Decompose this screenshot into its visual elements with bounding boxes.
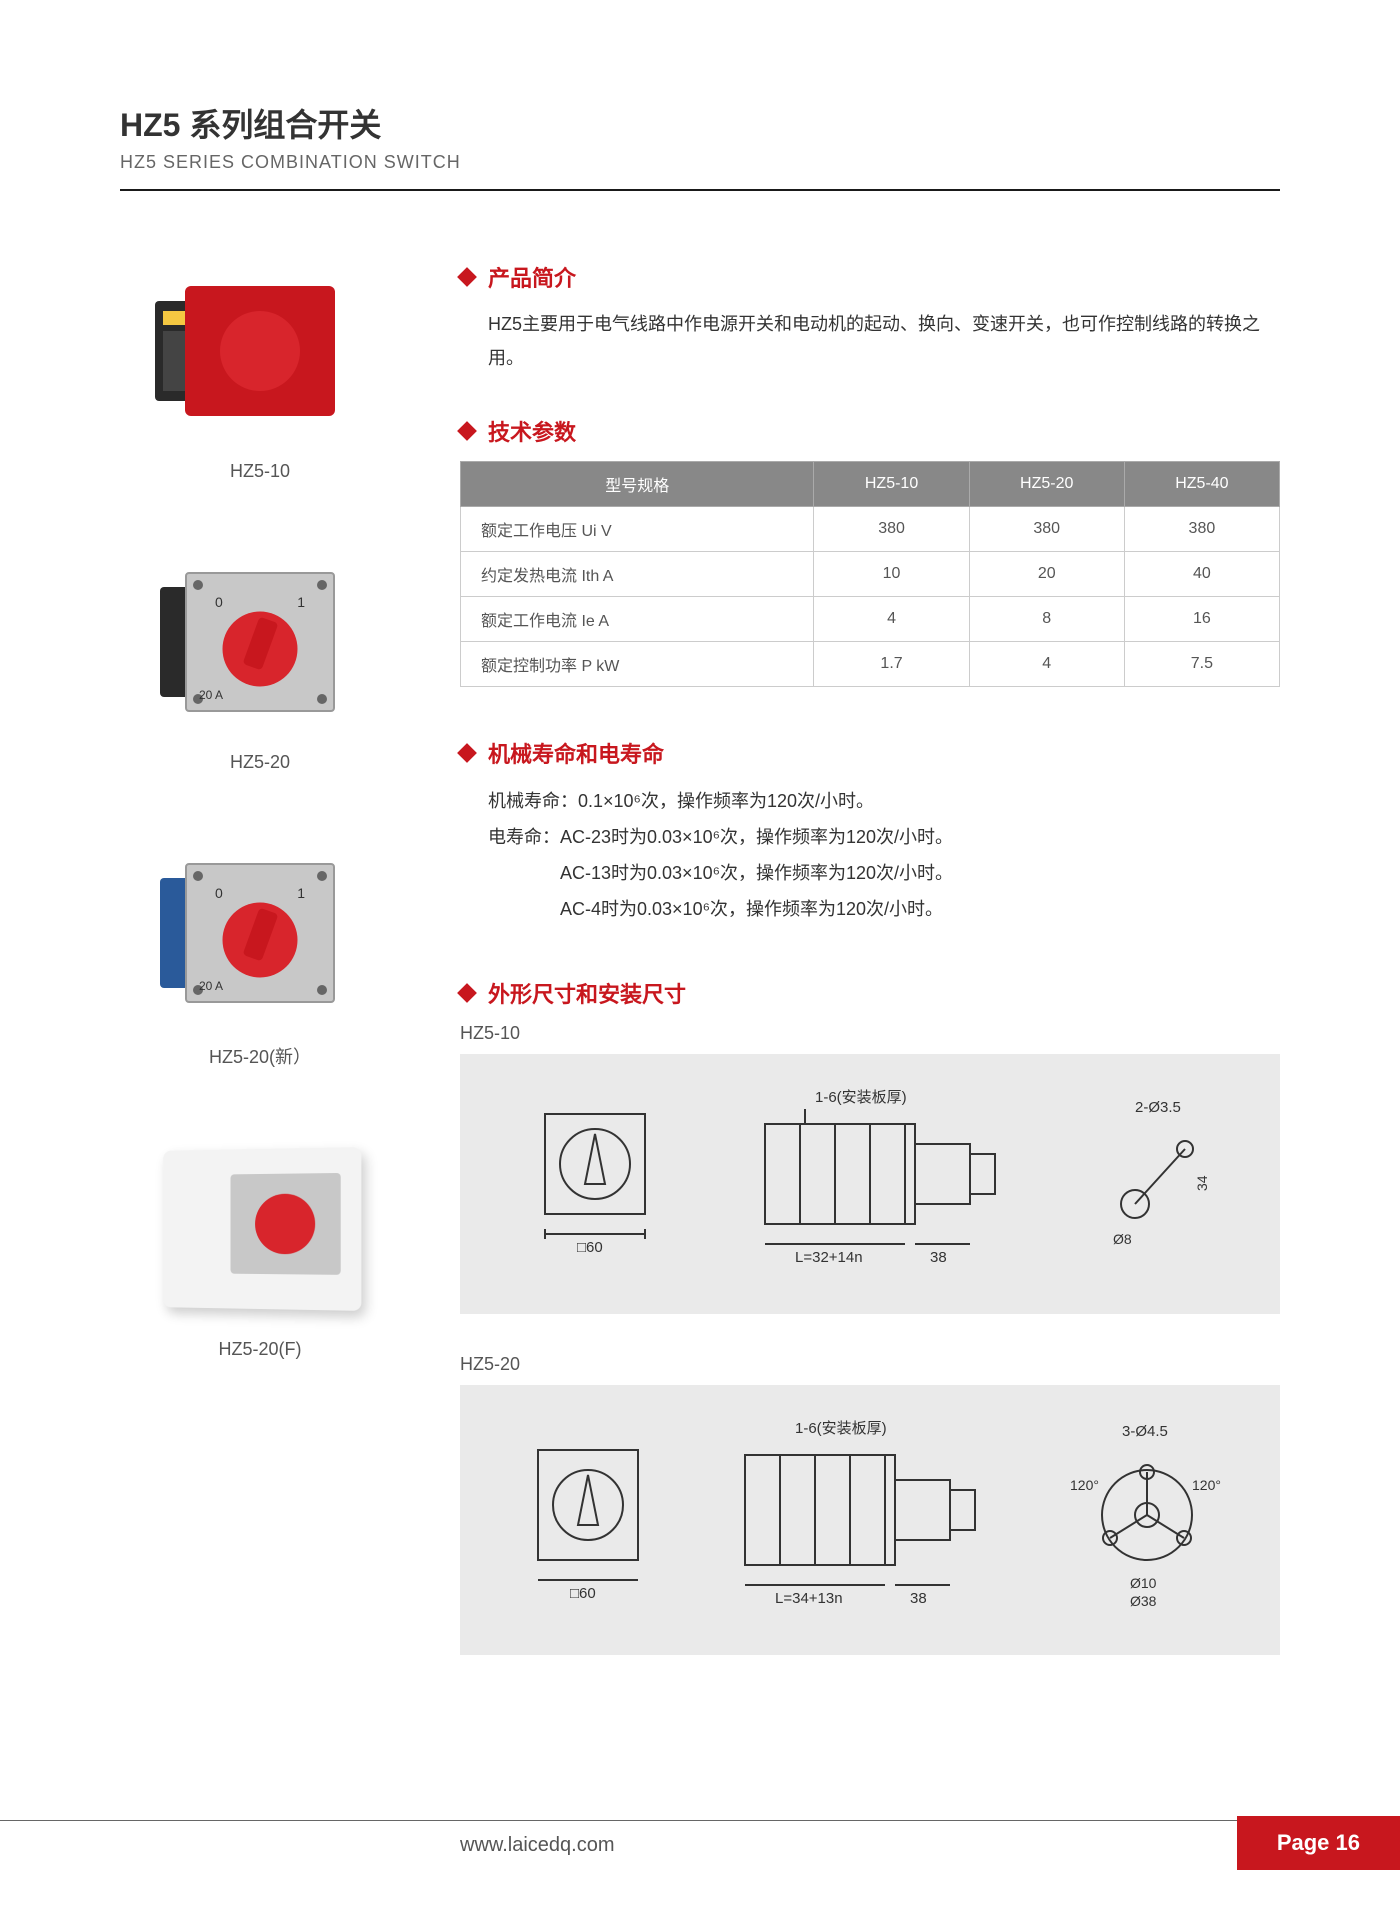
life-line: AC-13时为0.03×10⁶次，操作频率为120次/小时。	[560, 855, 1280, 891]
section-title: 外形尺寸和安装尺寸	[488, 977, 686, 1009]
table-row: 额定工作电压 Ui V 380 380 380	[461, 507, 1280, 552]
product-hz5-10: HZ5-10	[120, 261, 400, 482]
section-title: 产品简介	[488, 261, 576, 293]
svg-text:□60: □60	[570, 1585, 596, 1602]
svg-text:L=32+14n: L=32+14n	[795, 1249, 863, 1266]
svg-text:Ø8: Ø8	[1113, 1231, 1132, 1247]
content-area: HZ5-10 01 20 A HZ5-20	[120, 261, 1280, 1695]
side-view-icon: 1-6(安装板厚) L=32+14n 38	[745, 1084, 1025, 1284]
svg-text:120°: 120°	[1192, 1477, 1221, 1493]
svg-text:L=34+13n: L=34+13n	[775, 1590, 843, 1607]
section-head-dims: 外形尺寸和安装尺寸	[460, 977, 1280, 1009]
product-hz5-20-f: HZ5-20(F)	[120, 1139, 400, 1360]
product-column: HZ5-10 01 20 A HZ5-20	[120, 261, 400, 1695]
svg-text:1-6(安装板厚): 1-6(安装板厚)	[795, 1419, 887, 1437]
svg-text:38: 38	[910, 1590, 927, 1607]
svg-text:1-6(安装板厚): 1-6(安装板厚)	[815, 1088, 907, 1106]
title-en: HZ5 SERIES COMBINATION SWITCH	[120, 152, 1280, 173]
product-image	[160, 261, 360, 441]
svg-text:34: 34	[1194, 1176, 1210, 1192]
front-view-icon: □60	[515, 1094, 675, 1274]
page-number: Page 16	[1237, 1816, 1400, 1870]
svg-text:2-Ø3.5: 2-Ø3.5	[1135, 1099, 1181, 1116]
product-label: HZ5-20(新）	[120, 1043, 400, 1069]
diagram-hz5-20: □60 1-6(安装板厚) L=34+13n 38	[460, 1385, 1280, 1655]
svg-text:3-Ø4.5: 3-Ø4.5	[1122, 1423, 1168, 1440]
svg-text:120°: 120°	[1070, 1477, 1099, 1493]
product-label: HZ5-20(F)	[120, 1339, 400, 1360]
product-image: 01 20 A	[160, 552, 360, 732]
diamond-icon	[457, 983, 477, 1003]
th: HZ5-40	[1124, 462, 1279, 507]
catalog-page: HZ5 系列组合开关 HZ5 SERIES COMBINATION SWITCH…	[0, 0, 1400, 1920]
intro-text: HZ5主要用于电气线路中作电源开关和电动机的起动、换向、变速开关，也可作控制线路…	[488, 307, 1280, 375]
footer-url: www.laicedq.com	[460, 1834, 615, 1857]
life-line: 机械寿命：0.1×10⁶次，操作频率为120次/小时。	[488, 783, 1280, 819]
diagram-label: HZ5-10	[460, 1023, 1280, 1044]
diamond-icon	[457, 421, 477, 441]
product-label: HZ5-20	[120, 752, 400, 773]
life-line: 电寿命：AC-23时为0.03×10⁶次，操作频率为120次/小时。	[488, 819, 1280, 855]
svg-text:□60: □60	[577, 1239, 603, 1256]
diamond-icon	[457, 267, 477, 287]
th: 型号规格	[461, 462, 814, 507]
th: HZ5-10	[814, 462, 969, 507]
page-header: HZ5 系列组合开关 HZ5 SERIES COMBINATION SWITCH	[120, 100, 1280, 191]
section-title: 技术参数	[488, 415, 576, 447]
table-row: 约定发热电流 Ith A 10 20 40	[461, 552, 1280, 597]
life-line: AC-4时为0.03×10⁶次，操作频率为120次/小时。	[560, 891, 1280, 927]
svg-text:Ø38: Ø38	[1130, 1593, 1157, 1609]
front-view-icon: □60	[508, 1420, 668, 1620]
life-text: 机械寿命：0.1×10⁶次，操作频率为120次/小时。 电寿命：AC-23时为0…	[488, 783, 1280, 927]
mount-view-icon: 2-Ø3.5 Ø8 34	[1095, 1094, 1225, 1274]
section-head-life: 机械寿命和电寿命	[460, 737, 1280, 769]
specs-table: 型号规格 HZ5-10 HZ5-20 HZ5-40 额定工作电压 Ui V 38…	[460, 461, 1280, 687]
specs-column: 产品简介 HZ5主要用于电气线路中作电源开关和电动机的起动、换向、变速开关，也可…	[460, 261, 1280, 1695]
section-head-specs: 技术参数	[460, 415, 1280, 447]
product-label: HZ5-10	[120, 461, 400, 482]
th: HZ5-20	[969, 462, 1124, 507]
product-image	[160, 1139, 360, 1319]
svg-text:38: 38	[930, 1249, 947, 1266]
section-head-intro: 产品简介	[460, 261, 1280, 293]
side-view-icon: 1-6(安装板厚) L=34+13n 38	[725, 1415, 1005, 1625]
diagram-label: HZ5-20	[460, 1354, 1280, 1375]
product-hz5-20-new: 01 20 A HZ5-20(新）	[120, 843, 400, 1069]
table-row: 额定控制功率 P kW 1.7 4 7.5	[461, 642, 1280, 687]
section-title: 机械寿命和电寿命	[488, 737, 664, 769]
product-hz5-20: 01 20 A HZ5-20	[120, 552, 400, 773]
page-footer: www.laicedq.com Page 16	[0, 1820, 1400, 1870]
header-rule	[120, 189, 1280, 191]
diagram-hz5-10: □60 1-6(安装板厚) L=32+14n 38	[460, 1054, 1280, 1314]
mount-view-icon: 3-Ø4.5 120° 120° Ø10 Ø38	[1062, 1420, 1232, 1620]
table-row: 额定工作电流 Ie A 4 8 16	[461, 597, 1280, 642]
svg-text:Ø10: Ø10	[1130, 1575, 1157, 1591]
diamond-icon	[457, 743, 477, 763]
title-cn: HZ5 系列组合开关	[120, 100, 1280, 146]
product-image: 01 20 A	[160, 843, 360, 1023]
